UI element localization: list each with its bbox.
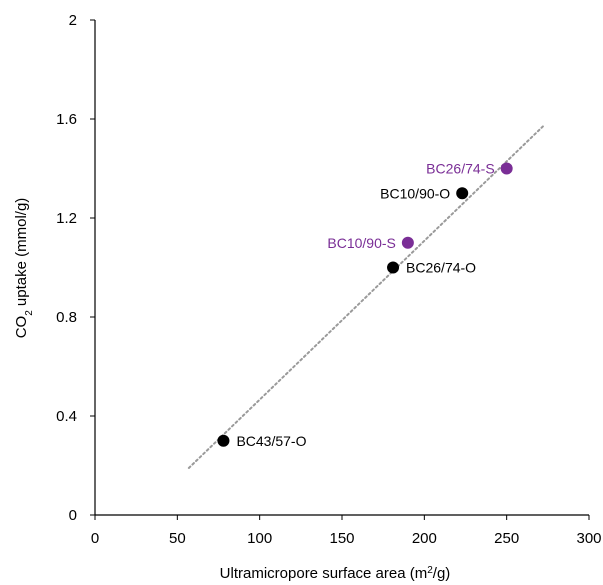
point-labels-group: BC43/57-O BC26/74-O BC10/90-O BC10/90-S BC26… [236, 161, 494, 449]
y-axis-title-pre: CO [13, 316, 30, 339]
data-point [217, 434, 230, 447]
data-point [500, 162, 513, 175]
point-label: BC10/90-S [327, 235, 395, 251]
trendline [187, 125, 544, 469]
data-point [387, 261, 400, 274]
points-group [217, 162, 513, 447]
trendline-group [187, 125, 544, 469]
y-axis-title-sub: 2 [24, 310, 35, 316]
x-tick-label: 300 [576, 530, 601, 547]
point-label: BC26/74-S [426, 161, 494, 177]
y-axis-title-post: uptake (mmol/g) [13, 198, 30, 311]
y-tick-label: 0.8 [56, 309, 77, 326]
point-label: BC26/74-O [406, 260, 476, 276]
y-axis-title: CO2 uptake (mmol/g) [13, 198, 35, 339]
y-tick-label: 2 [69, 12, 77, 29]
axes-group [94, 20, 589, 516]
x-axis-title-main: Ultramicropore surface area (m [220, 565, 428, 582]
x-axis-title-end: /g) [433, 565, 451, 582]
y-tick-label: 0 [69, 507, 77, 524]
data-point [456, 187, 469, 200]
x-axis-title-sup: 2 [427, 565, 433, 576]
x-tick-label: 200 [412, 530, 437, 547]
point-label: BC43/57-O [236, 433, 306, 449]
x-tick-label: 50 [169, 530, 186, 547]
x-tick-label: 250 [494, 530, 519, 547]
ticks-group: 0 50 100 150 200 250 300 0 0.4 0.8 1.2 1.6 2 [56, 12, 601, 547]
y-tick-label: 1.2 [56, 210, 77, 227]
y-tick-label: 0.4 [56, 408, 77, 425]
x-tick-label: 0 [91, 530, 99, 547]
data-point [401, 236, 414, 249]
point-label: BC10/90-O [380, 185, 450, 201]
x-axis-title: Ultramicropore surface area (m2/g) [220, 565, 451, 583]
x-tick-label: 100 [247, 530, 272, 547]
x-tick-label: 150 [329, 530, 354, 547]
y-tick-label: 1.6 [56, 111, 77, 128]
